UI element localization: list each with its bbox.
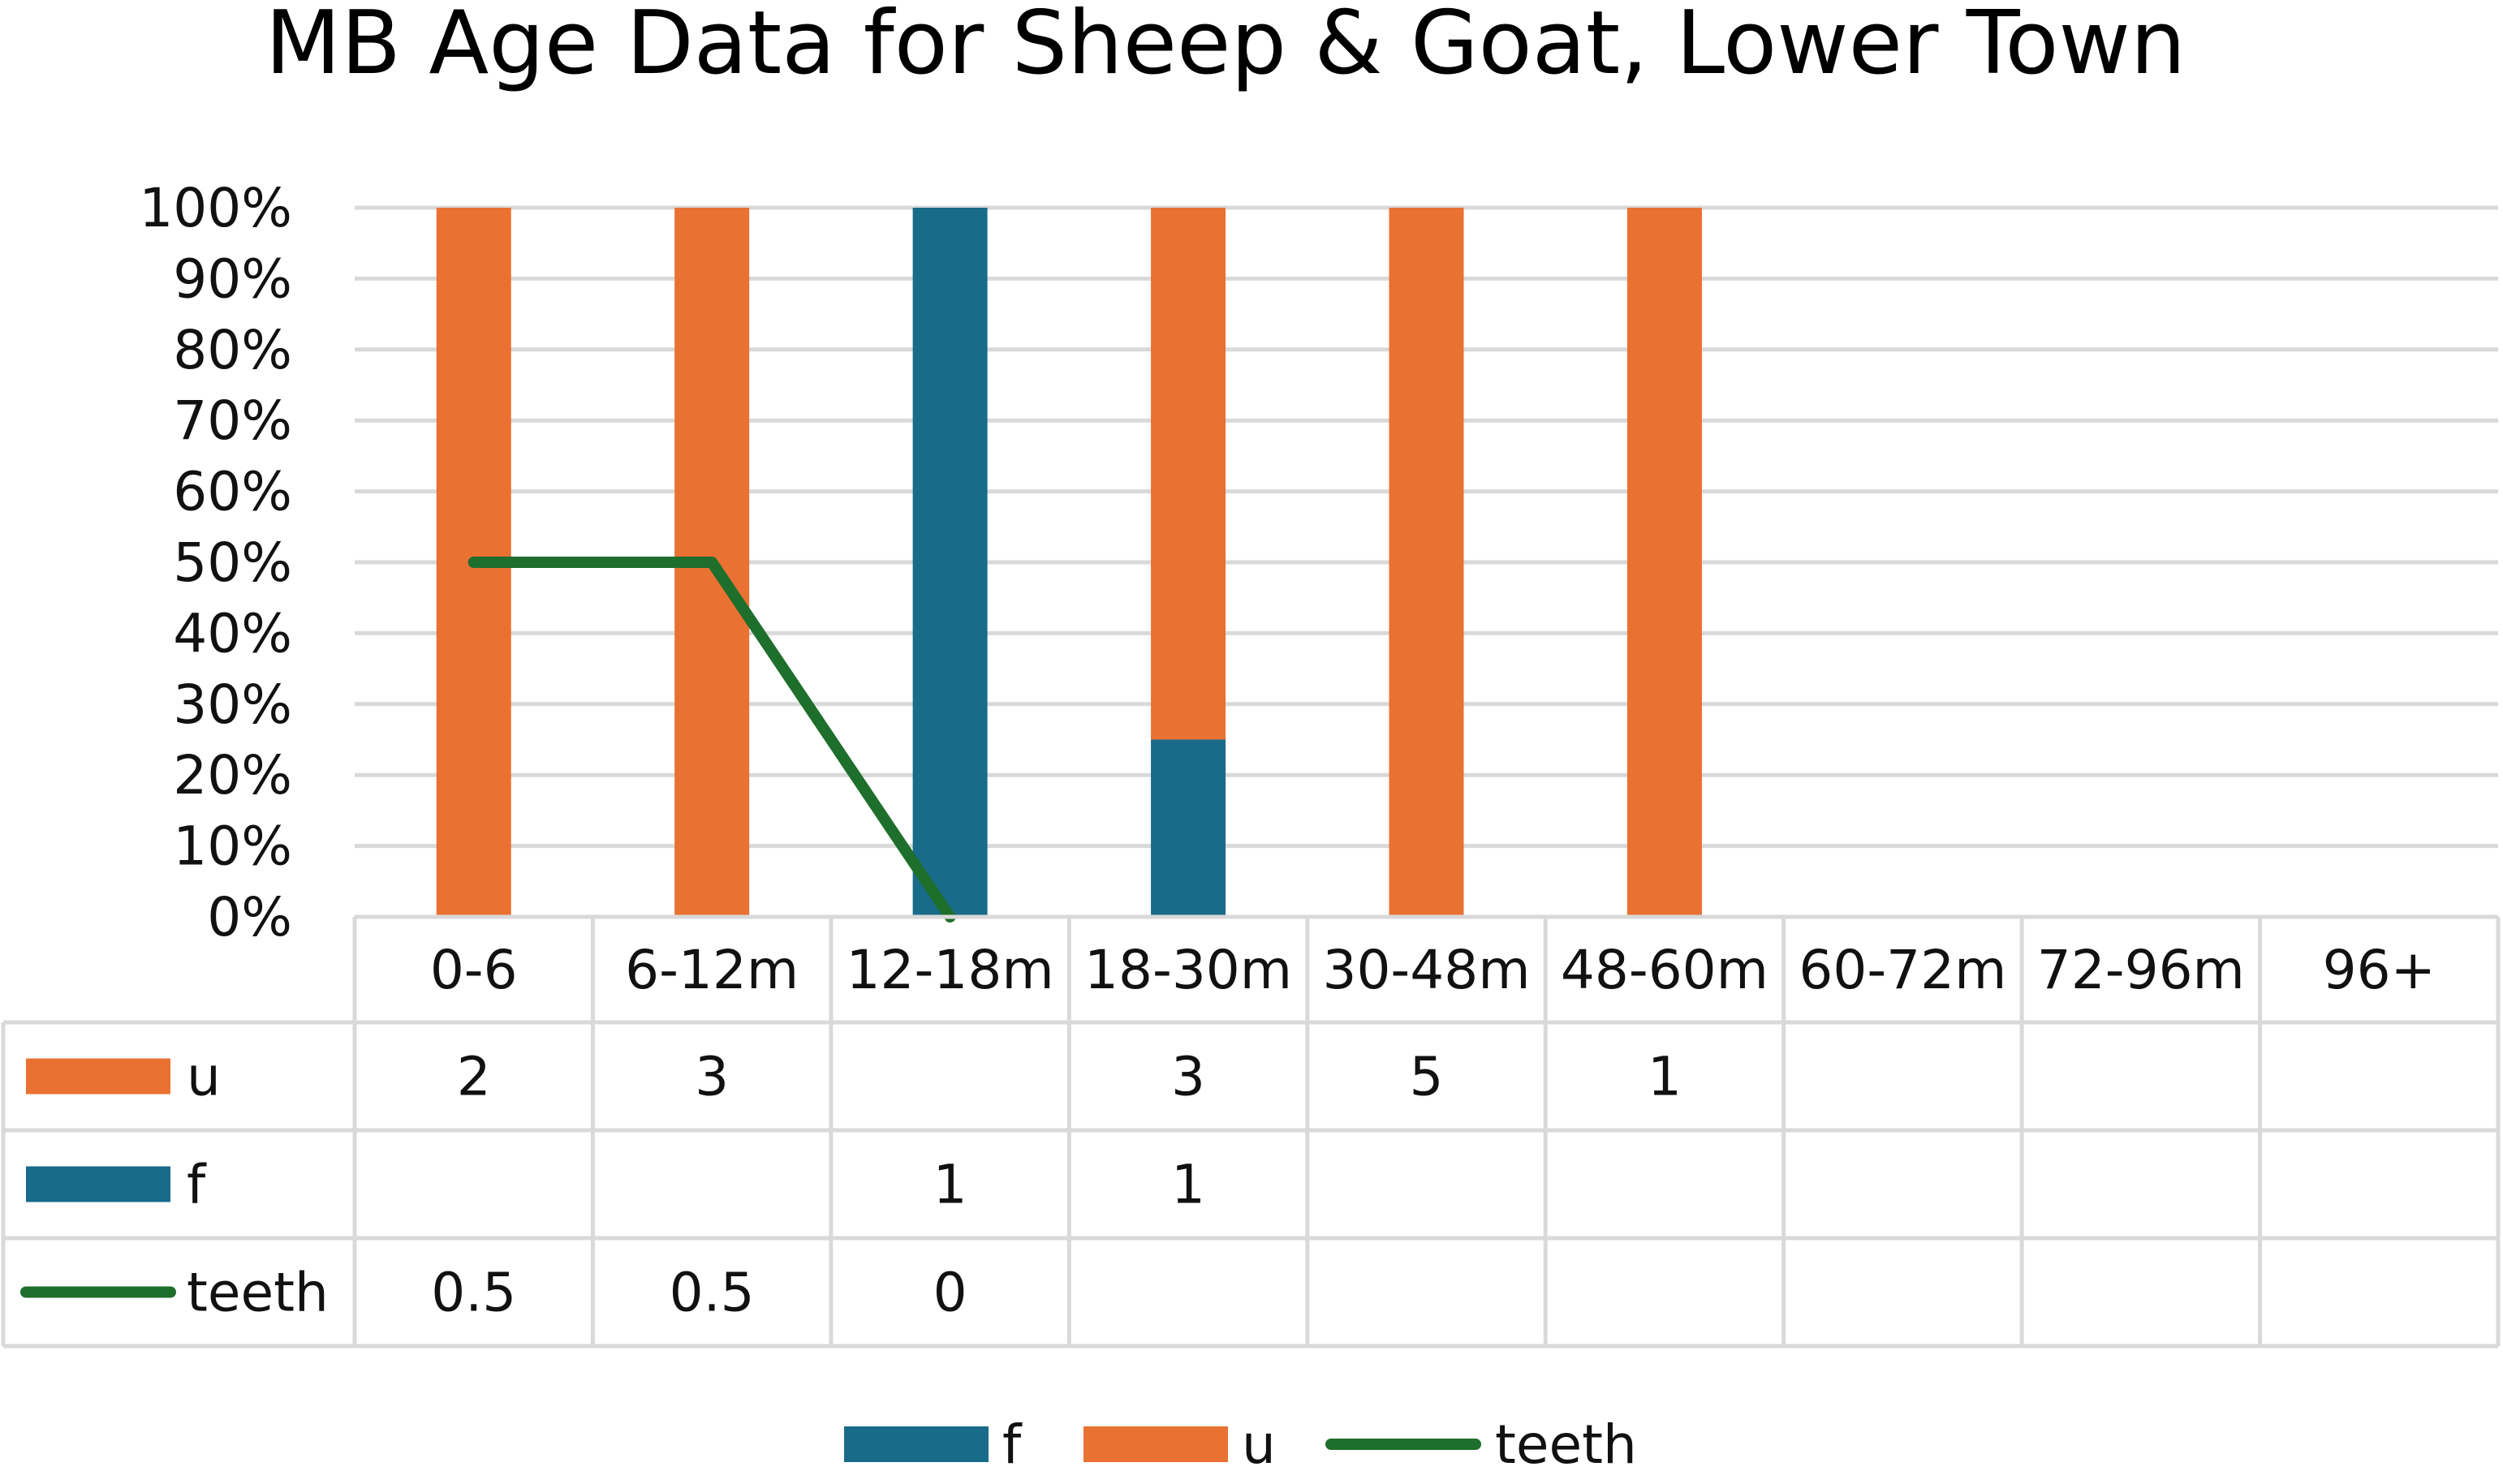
x-category-label: 6-12m	[625, 939, 799, 1001]
bar-u-18-30m	[1151, 208, 1226, 740]
y-tick-label: 40%	[173, 602, 292, 665]
bar-f-12-18m	[912, 208, 988, 917]
line-series-teeth	[467, 557, 956, 923]
row-label-u: u	[187, 1046, 221, 1108]
bar-u-48-60m	[1626, 208, 1702, 917]
y-tick-label: 0%	[207, 886, 292, 948]
x-category-label: 30-48m	[1322, 939, 1530, 1001]
y-tick-label: 80%	[173, 319, 292, 381]
y-tick-label: 70%	[173, 389, 292, 452]
legend-label-u: u	[1242, 1413, 1276, 1476]
y-tick-label: 30%	[173, 673, 292, 736]
table-cell-u: 3	[1171, 1046, 1205, 1108]
bar-f-18-30m	[1151, 739, 1226, 917]
row-label-teeth: teeth	[187, 1262, 329, 1324]
row-key-f	[26, 1166, 170, 1202]
table-cell-teeth: 0.5	[670, 1262, 755, 1324]
table-cell-f: 1	[933, 1154, 967, 1216]
x-category-label: 18-30m	[1084, 939, 1292, 1001]
row-label-f: f	[187, 1154, 207, 1216]
legend-label-f: f	[1002, 1413, 1023, 1476]
table-cell-u: 5	[1410, 1046, 1444, 1108]
y-tick-label: 90%	[173, 247, 292, 310]
x-category-label: 96+	[2323, 939, 2436, 1001]
legend-label-teeth: teeth	[1495, 1413, 1637, 1476]
legend-key-f	[844, 1426, 989, 1462]
table-cell-f: 1	[1171, 1154, 1205, 1216]
y-tick-label: 50%	[173, 531, 292, 594]
y-tick-label: 10%	[173, 815, 292, 878]
x-category-label: 48-60m	[1561, 939, 1768, 1001]
table-cell-teeth: 0	[933, 1262, 967, 1324]
x-category-label: 60-72m	[1799, 939, 2006, 1001]
legend-key-u	[1083, 1426, 1228, 1462]
teeth-line	[467, 557, 956, 923]
table-cell-teeth: 0.5	[431, 1262, 516, 1324]
row-key-u	[26, 1058, 170, 1095]
table-cell-u: 3	[695, 1046, 729, 1108]
table-cell-u: 1	[1648, 1046, 1682, 1108]
y-axis-ticks: 0% 10% 20% 30% 40% 50% 60% 70% 80% 90% 100%	[139, 177, 292, 948]
table-cell-u: 2	[457, 1046, 491, 1108]
bar-u-30-48m	[1389, 208, 1464, 917]
y-tick-label: 20%	[173, 744, 292, 807]
x-category-label: 72-96m	[2037, 939, 2245, 1001]
legend: f u teeth	[844, 1413, 1637, 1476]
y-tick-label: 60%	[173, 461, 292, 523]
x-category-label: 0-6	[430, 939, 518, 1001]
x-category-label: 12-18m	[847, 939, 1054, 1001]
chart-title: MB Age Data for Sheep & Goat, Lower Town	[265, 0, 2186, 94]
data-table: 0-6 6-12m 12-18m 18-30m 30-48m 48-60m 60-72m 72…	[1, 914, 2501, 1349]
y-tick-label: 100%	[139, 177, 292, 239]
